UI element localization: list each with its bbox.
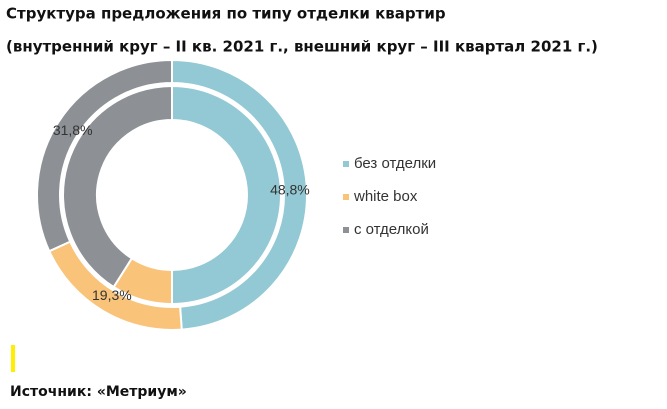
- legend-swatch: [343, 194, 349, 200]
- legend-swatch: [343, 161, 349, 167]
- donut-slice: [36, 58, 173, 253]
- source: Источник: «Метриум»: [10, 384, 187, 400]
- data-label: 48,8%: [270, 181, 310, 197]
- chart-subtitle: (внутренний круг – II кв. 2021 г., внешн…: [6, 38, 598, 56]
- legend-label: white box: [353, 188, 418, 205]
- data-label: 19,3%: [92, 287, 132, 303]
- data-label: 31,8%: [53, 122, 93, 138]
- marker-bar: [11, 345, 15, 372]
- legend-label: без отделки: [354, 155, 436, 172]
- chart-title: Структура предложения по типу отделки кв…: [6, 5, 446, 23]
- legend-label: с отделкой: [354, 221, 429, 238]
- donut-slice: [171, 84, 282, 306]
- donut-slice: [62, 84, 173, 289]
- legend-swatch: [343, 227, 349, 233]
